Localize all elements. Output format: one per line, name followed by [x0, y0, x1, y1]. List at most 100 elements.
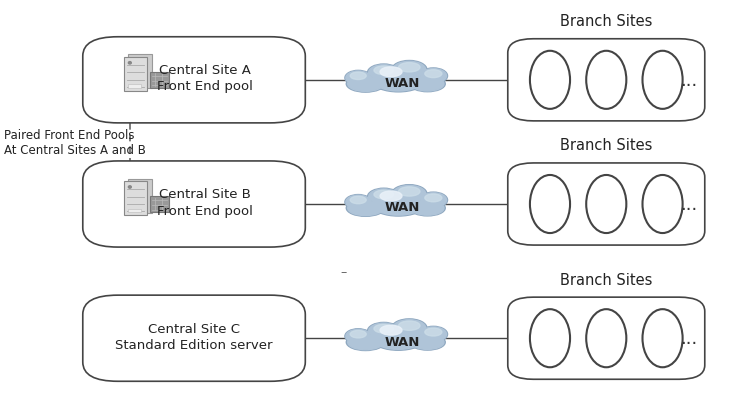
Ellipse shape: [586, 52, 626, 109]
Ellipse shape: [346, 76, 385, 93]
Ellipse shape: [345, 71, 371, 86]
FancyBboxPatch shape: [151, 196, 170, 213]
Ellipse shape: [392, 319, 427, 338]
FancyBboxPatch shape: [151, 73, 170, 89]
Ellipse shape: [425, 328, 442, 336]
Ellipse shape: [348, 201, 383, 216]
Ellipse shape: [419, 192, 447, 209]
FancyBboxPatch shape: [83, 162, 306, 247]
Ellipse shape: [374, 324, 393, 333]
Ellipse shape: [345, 195, 371, 210]
FancyBboxPatch shape: [129, 179, 152, 213]
FancyBboxPatch shape: [83, 296, 306, 381]
Ellipse shape: [350, 331, 366, 338]
Ellipse shape: [410, 77, 445, 93]
Ellipse shape: [380, 192, 402, 201]
Ellipse shape: [411, 77, 444, 92]
Ellipse shape: [129, 186, 132, 189]
Ellipse shape: [425, 194, 442, 202]
Ellipse shape: [530, 176, 570, 233]
Text: ...: ...: [680, 329, 697, 347]
Ellipse shape: [374, 191, 393, 199]
Ellipse shape: [643, 176, 683, 233]
Ellipse shape: [368, 323, 399, 339]
Ellipse shape: [350, 73, 366, 80]
Ellipse shape: [410, 200, 445, 217]
Ellipse shape: [530, 52, 570, 109]
FancyBboxPatch shape: [124, 58, 148, 91]
Text: Paired Front End Pools: Paired Front End Pools: [4, 129, 135, 142]
Text: WAN: WAN: [385, 335, 420, 348]
Ellipse shape: [368, 190, 399, 205]
FancyBboxPatch shape: [508, 164, 705, 245]
Text: Central Site B: Central Site B: [159, 188, 251, 201]
Ellipse shape: [392, 61, 427, 80]
Ellipse shape: [419, 326, 447, 342]
Ellipse shape: [398, 63, 420, 73]
Text: Standard Edition server: Standard Edition server: [115, 338, 273, 351]
Ellipse shape: [420, 327, 447, 342]
Ellipse shape: [374, 196, 423, 217]
FancyBboxPatch shape: [508, 40, 705, 122]
Ellipse shape: [346, 72, 371, 85]
Ellipse shape: [368, 189, 400, 206]
Text: Front End pool: Front End pool: [157, 204, 253, 217]
Ellipse shape: [643, 310, 683, 367]
Ellipse shape: [419, 69, 447, 85]
FancyBboxPatch shape: [124, 182, 148, 215]
Ellipse shape: [348, 335, 383, 350]
Ellipse shape: [586, 310, 626, 367]
Ellipse shape: [420, 193, 447, 208]
FancyBboxPatch shape: [83, 38, 306, 124]
Ellipse shape: [374, 73, 423, 93]
Ellipse shape: [380, 326, 402, 335]
Ellipse shape: [392, 185, 427, 204]
Ellipse shape: [425, 71, 442, 79]
Ellipse shape: [398, 321, 420, 330]
Text: Front End pool: Front End pool: [157, 80, 253, 93]
Ellipse shape: [374, 67, 393, 75]
Ellipse shape: [380, 68, 402, 77]
Text: Branch Sites: Branch Sites: [560, 272, 653, 287]
Text: ...: ...: [680, 196, 697, 213]
Ellipse shape: [375, 197, 422, 216]
Ellipse shape: [375, 73, 422, 92]
Ellipse shape: [643, 52, 683, 109]
Ellipse shape: [393, 186, 425, 203]
Ellipse shape: [368, 66, 399, 81]
Ellipse shape: [129, 63, 132, 65]
Text: –: –: [341, 265, 346, 278]
Text: Central Site C: Central Site C: [148, 322, 240, 335]
Ellipse shape: [346, 330, 371, 343]
Ellipse shape: [368, 65, 400, 82]
Ellipse shape: [398, 187, 420, 196]
Ellipse shape: [346, 200, 385, 217]
Text: Branch Sites: Branch Sites: [560, 14, 653, 29]
Ellipse shape: [348, 77, 383, 92]
Text: WAN: WAN: [385, 201, 420, 214]
Ellipse shape: [375, 331, 422, 349]
Ellipse shape: [374, 330, 423, 350]
Ellipse shape: [411, 335, 444, 350]
Ellipse shape: [420, 69, 447, 84]
Ellipse shape: [410, 334, 445, 350]
FancyBboxPatch shape: [129, 85, 141, 88]
Ellipse shape: [346, 196, 371, 209]
Ellipse shape: [411, 201, 444, 216]
Ellipse shape: [368, 322, 400, 340]
Text: Central Site A: Central Site A: [159, 64, 251, 77]
FancyBboxPatch shape: [129, 209, 141, 212]
Ellipse shape: [586, 176, 626, 233]
FancyBboxPatch shape: [129, 55, 152, 89]
Ellipse shape: [346, 334, 385, 350]
Text: WAN: WAN: [385, 77, 420, 90]
Ellipse shape: [350, 197, 366, 204]
FancyBboxPatch shape: [508, 298, 705, 379]
Ellipse shape: [393, 320, 425, 337]
Ellipse shape: [530, 310, 570, 367]
Ellipse shape: [393, 62, 425, 79]
Ellipse shape: [345, 329, 371, 344]
Text: Branch Sites: Branch Sites: [560, 138, 653, 153]
Text: At Central Sites A and B: At Central Sites A and B: [4, 143, 146, 156]
Text: ...: ...: [680, 72, 697, 89]
